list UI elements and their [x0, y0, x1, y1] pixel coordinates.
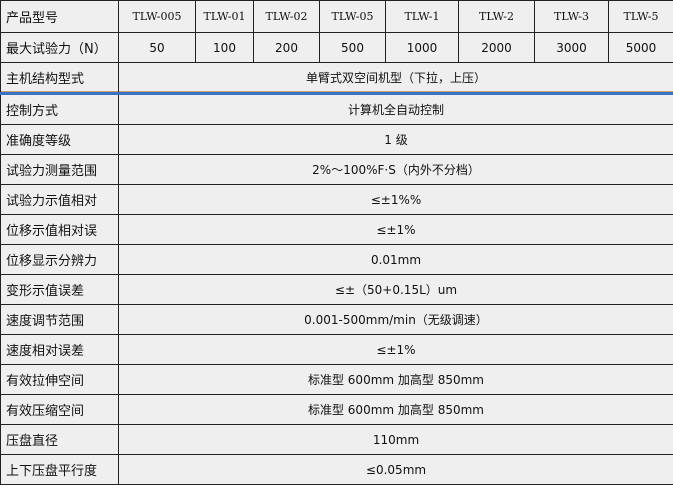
row-value: 2%～100%F·S（内外不分档） [118, 154, 673, 185]
row-value: 1 级 [118, 124, 673, 155]
spec-row: 试验力测量范围 2%～100%F·S（内外不分档） [0, 154, 673, 185]
row-value: 计算机全自动控制 [118, 93, 673, 125]
row-label: 试验力测量范围 [0, 154, 119, 185]
force-cell: 50 [118, 32, 196, 63]
row-label: 最大试验力（N） [0, 32, 119, 63]
spec-row: 速度相对误差 ≤±1% [0, 334, 673, 365]
model-row: 产品型号 TLW-005 TLW-01 TLW-02 TLW-05 TLW-1 TLW-2… [0, 0, 673, 33]
force-cell: 2000 [458, 32, 535, 63]
row-label: 变形示值误差 [0, 274, 119, 305]
row-label: 试验力示值相对 [0, 184, 119, 215]
model-cell: TLW-02 [253, 0, 320, 33]
spec-row: 有效压缩空间 标准型 600mm 加高型 850mm [0, 394, 673, 425]
force-cell: 1000 [385, 32, 459, 63]
spec-row: 位移示值相对误 ≤±1% [0, 214, 673, 245]
row-label: 速度相对误差 [0, 334, 119, 365]
row-value: ≤±（50+0.15L）um [118, 274, 673, 305]
model-cell: TLW-005 [118, 0, 196, 33]
model-cell: TLW-05 [319, 0, 386, 33]
row-value: ≤0.05mm [118, 454, 673, 485]
spec-row: 准确度等级 1 级 [0, 124, 673, 155]
row-value: 0.01mm [118, 244, 673, 275]
row-value: 110mm [118, 424, 673, 455]
spec-row: 主机结构型式 单臂式双空间机型（下拉，上压） [0, 62, 673, 95]
row-value: ≤±1% [118, 214, 673, 245]
row-label: 速度调节范围 [0, 304, 119, 335]
row-label: 准确度等级 [0, 124, 119, 155]
spec-row: 控制方式 计算机全自动控制 [0, 93, 673, 125]
row-label: 压盘直径 [0, 424, 119, 455]
row-label: 位移显示分辨力 [0, 244, 119, 275]
row-value: 标准型 600mm 加高型 850mm [118, 364, 673, 395]
row-value: 标准型 600mm 加高型 850mm [118, 394, 673, 425]
spec-row: 位移显示分辨力 0.01mm [0, 244, 673, 275]
spec-row: 速度调节范围 0.001-500mm/min（无级调速） [0, 304, 673, 335]
spec-row: 变形示值误差 ≤±（50+0.15L）um [0, 274, 673, 305]
row-label: 有效压缩空间 [0, 394, 119, 425]
model-cell: TLW-3 [534, 0, 609, 33]
row-label: 主机结构型式 [0, 62, 119, 95]
row-label: 上下压盘平行度 [0, 454, 119, 485]
spec-row: 上下压盘平行度 ≤0.05mm [0, 454, 673, 485]
row-label: 位移示值相对误 [0, 214, 119, 245]
spec-row: 试验力示值相对 ≤±1%% [0, 184, 673, 215]
row-label: 控制方式 [0, 93, 119, 125]
max-force-row: 最大试验力（N） 50 100 200 500 1000 2000 3000 5000 [0, 32, 673, 63]
force-cell: 200 [253, 32, 320, 63]
row-label: 有效拉伸空间 [0, 364, 119, 395]
force-cell: 3000 [534, 32, 609, 63]
row-label: 产品型号 [0, 0, 119, 33]
spec-row: 有效拉伸空间 标准型 600mm 加高型 850mm [0, 364, 673, 395]
spec-row: 压盘直径 110mm [0, 424, 673, 455]
force-cell: 100 [195, 32, 254, 63]
model-cell: TLW-5 [608, 0, 673, 33]
row-value: ≤±1%% [118, 184, 673, 215]
row-value: 0.001-500mm/min（无级调速） [118, 304, 673, 335]
force-cell: 5000 [608, 32, 673, 63]
row-value: ≤±1% [118, 334, 673, 365]
model-cell: TLW-01 [195, 0, 254, 33]
model-cell: TLW-2 [458, 0, 535, 33]
model-cell: TLW-1 [385, 0, 459, 33]
force-cell: 500 [319, 32, 386, 63]
row-value: 单臂式双空间机型（下拉，上压） [118, 62, 673, 95]
